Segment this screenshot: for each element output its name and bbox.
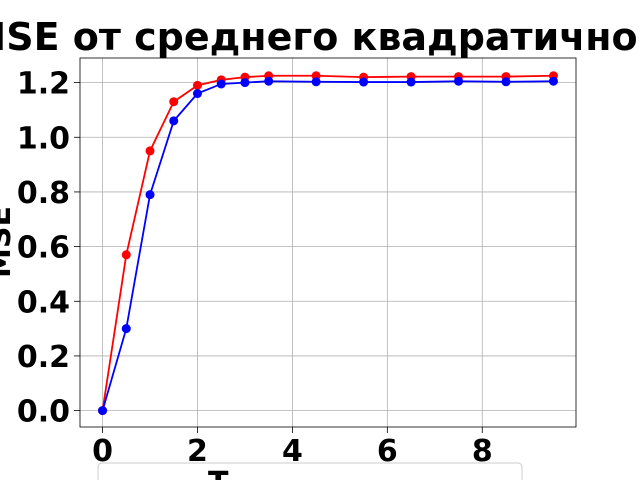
data-point [264, 76, 274, 86]
y-tick-label: 0.0 [17, 395, 70, 430]
series-1 [98, 71, 558, 416]
x-tick-label: 2 [187, 434, 208, 469]
series-line [101, 74, 554, 411]
data-point [216, 79, 226, 89]
data-point [548, 76, 558, 86]
data-point [145, 146, 155, 156]
data-point [454, 76, 464, 86]
data-point [145, 190, 155, 200]
y-tick-label: 1.0 [17, 121, 70, 156]
data-point [192, 89, 202, 99]
data-point [359, 77, 369, 87]
data-point [192, 80, 202, 90]
legend-label: Т [208, 466, 229, 480]
data-point [311, 77, 321, 87]
plot-area-frame [79, 57, 577, 428]
y-tick-label: 0.2 [17, 340, 70, 375]
x-tick-label: 0 [92, 434, 113, 469]
chart-title: MSE от среднего квадратичного [0, 15, 640, 59]
data-point [98, 406, 108, 416]
axis-ticks: 0 2 4 6 8 0.0 0.2 0.4 0.6 0.8 1.0 1.2 [17, 67, 493, 469]
legend: Т [97, 462, 523, 480]
data-point [169, 97, 179, 107]
data-point [240, 78, 250, 88]
y-tick-label: 0.8 [17, 176, 70, 211]
data-point [121, 324, 131, 334]
x-tick-label: 4 [282, 434, 303, 469]
data-point [406, 77, 416, 87]
x-tick-label: 6 [377, 434, 398, 469]
data-point [169, 116, 179, 126]
y-tick-label: 0.6 [17, 231, 70, 266]
series-line [101, 80, 554, 411]
x-tick-label: 8 [472, 434, 493, 469]
series-group [98, 71, 558, 416]
data-point [501, 77, 511, 87]
y-tick-label: 1.2 [17, 67, 70, 102]
grid [80, 58, 576, 427]
y-axis-label: MSE [0, 206, 18, 278]
data-point [121, 250, 131, 260]
legend-box [97, 462, 523, 480]
y-tick-label: 0.4 [17, 285, 70, 320]
series-2 [98, 76, 558, 416]
